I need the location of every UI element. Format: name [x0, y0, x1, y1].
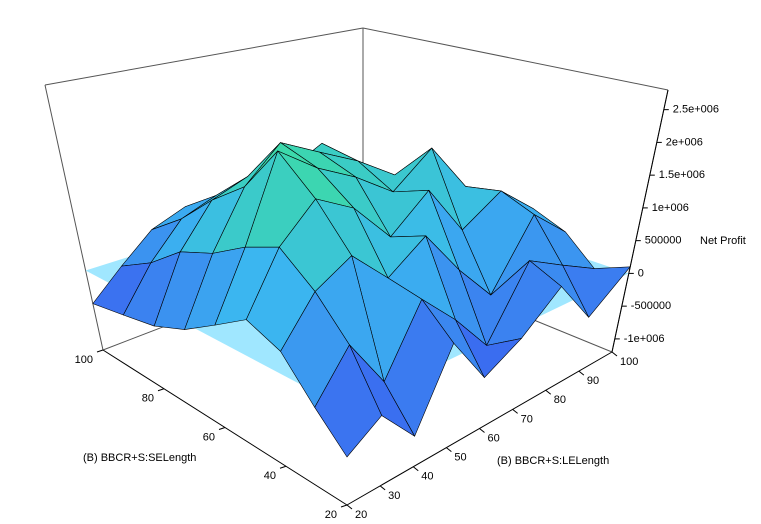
z-axis-title: Net Profit: [700, 235, 746, 247]
x-tick: [157, 388, 165, 392]
z-tick-label: 1e+006: [652, 202, 689, 214]
y-tick: [346, 504, 353, 510]
x-tick: [340, 504, 348, 508]
y-tick-label: 50: [454, 452, 466, 464]
y-tick: [479, 428, 485, 433]
z-tick-label: 1.5e+006: [659, 169, 705, 181]
x-tick-label: 100: [75, 354, 93, 366]
y-tick: [578, 370, 585, 376]
x-tick: [279, 465, 287, 469]
z-tick-label: 2.5e+006: [673, 104, 719, 116]
y-tick: [412, 466, 419, 472]
z-tick-label: -1e+006: [624, 333, 665, 345]
y-tick: [446, 447, 452, 453]
y-tick-label: 20: [355, 509, 367, 521]
y-tick-label: 70: [521, 413, 533, 425]
y-tick-label: 40: [421, 471, 433, 483]
z-axis-line: [611, 89, 669, 353]
y-tick-label: 30: [388, 490, 400, 502]
y-tick: [379, 485, 386, 491]
box-edge: [362, 27, 669, 91]
y-tick-label: 100: [620, 356, 638, 368]
x-axis-title: (B) BBCR+S:SELength: [83, 452, 196, 464]
x-tick-label: 40: [264, 470, 276, 482]
y-tick: [611, 351, 618, 357]
y-tick: [512, 408, 518, 414]
box-edge: [44, 84, 104, 351]
x-tick-label: 60: [203, 431, 215, 443]
y-tick: [545, 389, 552, 395]
x-tick: [96, 349, 104, 353]
surface-cell: [314, 344, 383, 458]
z-tick-label: 0: [638, 267, 644, 279]
box-edge: [44, 27, 364, 86]
x-tick: [218, 427, 226, 430]
y-tick-label: 80: [554, 394, 566, 406]
z-tick-label: -500000: [631, 300, 671, 312]
x-tick-label: 20: [325, 509, 337, 521]
z-tick-label: 2e+006: [666, 136, 703, 148]
y-tick-label: 60: [488, 432, 500, 444]
y-tick-label: 90: [587, 375, 599, 387]
y-axis-title: (B) BBCR+S:LELength: [497, 455, 609, 467]
x-tick-label: 80: [142, 393, 154, 405]
z-tick-label: 500000: [645, 235, 682, 247]
